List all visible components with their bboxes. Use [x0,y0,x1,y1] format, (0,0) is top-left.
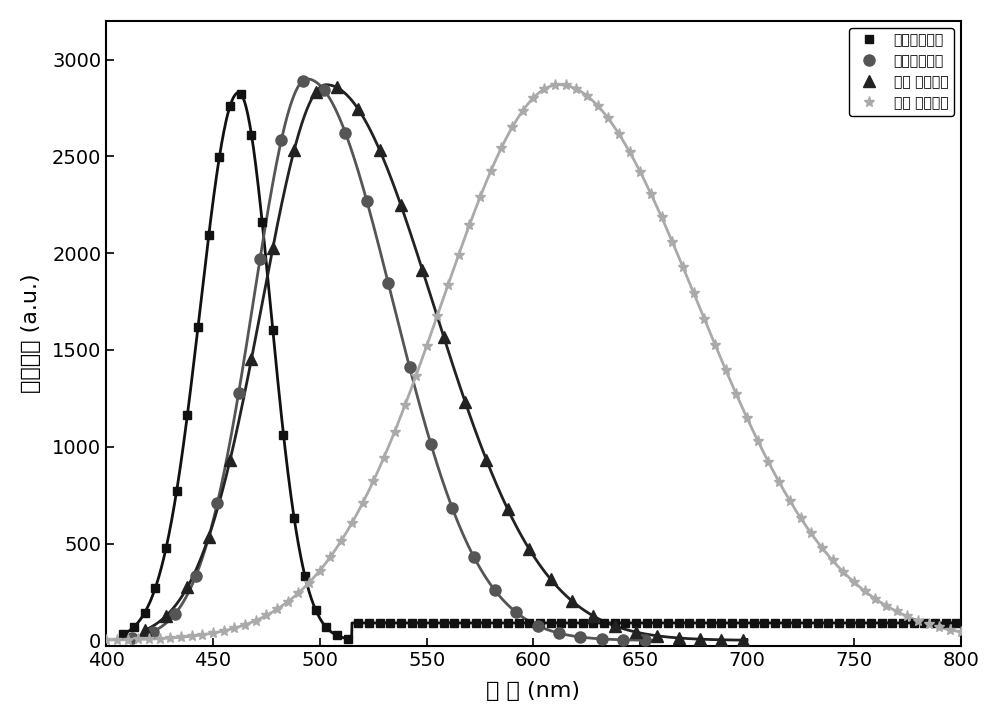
四丁基溴化铵 [339,129,351,137]
四乙基溴化铵 [331,631,343,640]
四甲 基溴化铵 [395,201,407,210]
四丙 基溴化铵 [100,636,112,645]
四甲 基溴化铵 [438,333,450,342]
四丁基溴化铵 [425,440,437,448]
四乙基溴化铵 [619,619,631,627]
四丁基溴化铵 [382,279,394,287]
四丁基溴化铵 [361,196,373,205]
四丁基溴化铵 [275,136,287,144]
四乙基溴化铵 [480,619,492,627]
四丁基溴化铵 [446,504,458,513]
四丁基溴化铵 [147,627,159,636]
四乙基溴化铵 [363,619,375,627]
Line: 四丁基溴化铵: 四丁基溴化铵 [126,75,650,645]
四甲 基溴化铵 [502,505,514,514]
Y-axis label: 荧光强度 (a.u.): 荧光强度 (a.u.) [21,274,41,393]
四甲 基溴化铵 [673,634,685,643]
四丙 基溴化铵 [549,81,561,90]
四乙基溴化铵 [117,630,129,639]
四甲 基溴化铵 [288,146,300,155]
四甲 基溴化铵 [160,612,172,620]
四甲 基溴化铵 [224,456,236,464]
四甲 基溴化铵 [480,456,492,464]
X-axis label: 波 长 (nm): 波 长 (nm) [486,681,580,701]
四丁基溴化铵 [404,362,416,371]
四甲 基溴化铵 [245,355,257,363]
四丙 基溴化铵 [805,529,817,538]
四甲 基溴化铵 [523,544,535,553]
四甲 基溴化铵 [651,632,663,640]
四丁基溴化铵 [254,255,266,264]
四丙 基溴化铵 [741,414,753,422]
四甲 基溴化铵 [587,612,599,620]
四甲 基溴化铵 [416,266,428,274]
四甲 基溴化铵 [203,533,215,542]
四丁基溴化铵 [596,635,608,643]
四丁基溴化铵 [190,572,202,580]
四丁基溴化铵 [169,610,181,619]
四丙 基溴化铵 [880,601,892,610]
四甲 基溴化铵 [630,627,642,636]
四丙 基溴化铵 [645,190,657,199]
Line: 四丙 基溴化铵: 四丙 基溴化铵 [101,79,966,645]
四丁基溴化铵 [233,388,245,397]
四丁基溴化铵 [639,636,651,645]
四丙 基溴化铵 [955,627,967,636]
四乙基溴化铵 [342,635,354,643]
四甲 基溴化铵 [310,88,322,97]
四丁基溴化铵 [211,499,223,508]
四丁基溴化铵 [553,629,565,638]
四丁基溴化铵 [532,622,544,630]
四甲 基溴化铵 [459,397,471,406]
Legend: 四乙基溴化铵, 四丁基溴化铵, 四甲 基溴化铵, 四丙 基溴化铵: 四乙基溴化铵, 四丁基溴化铵, 四甲 基溴化铵, 四丙 基溴化铵 [849,27,954,116]
四甲 基溴化铵 [331,83,343,92]
四丙 基溴化铵 [848,578,860,586]
四甲 基溴化铵 [267,243,279,252]
四甲 基溴化铵 [609,622,621,630]
四甲 基溴化铵 [737,636,749,645]
四甲 基溴化铵 [545,575,557,583]
四丁基溴化铵 [468,552,480,561]
四丁基溴化铵 [617,635,629,644]
四甲 基溴化铵 [139,626,151,635]
四丁基溴化铵 [489,586,501,595]
四甲 基溴化铵 [374,146,386,155]
四甲 基溴化铵 [715,635,727,644]
四甲 基溴化铵 [181,583,193,591]
四丁基溴化铵 [126,633,138,642]
Line: 四乙基溴化铵: 四乙基溴化铵 [119,90,961,643]
四丁基溴化铵 [297,77,309,85]
Line: 四甲 基溴化铵: 四甲 基溴化铵 [139,82,748,645]
四乙基溴化铵 [235,90,247,98]
四乙基溴化铵 [950,619,962,627]
四乙基溴化铵 [748,619,760,627]
四丁基溴化铵 [510,608,522,617]
四丙 基溴化铵 [581,92,593,100]
四丁基溴化铵 [318,86,330,95]
四甲 基溴化铵 [352,105,364,113]
四乙基溴化铵 [470,619,482,627]
四甲 基溴化铵 [694,635,706,643]
四丁基溴化铵 [574,632,586,641]
四甲 基溴化铵 [566,596,578,605]
